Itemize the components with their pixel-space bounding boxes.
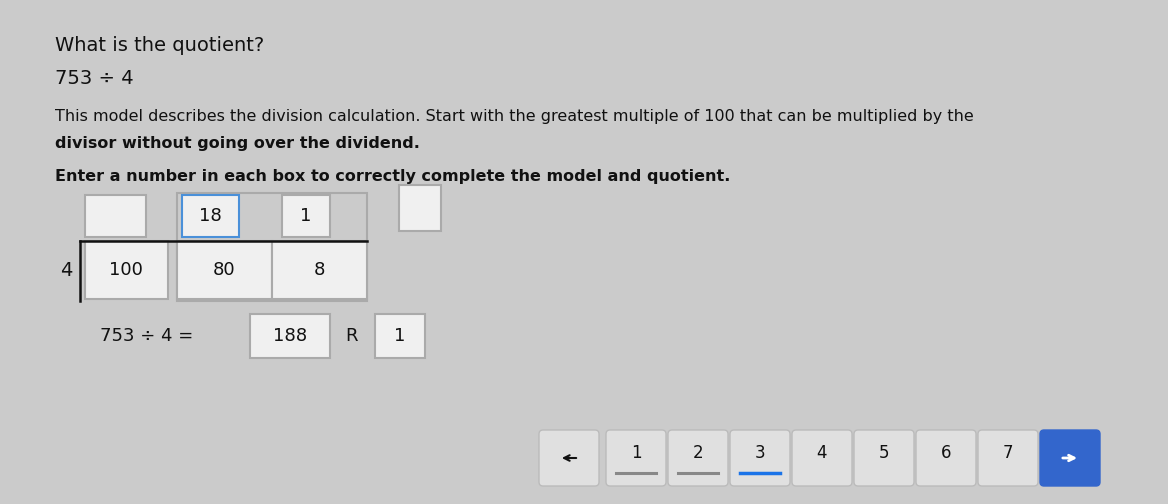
FancyBboxPatch shape [792,430,851,486]
Text: 4: 4 [60,261,72,280]
Text: 1: 1 [395,327,405,345]
FancyBboxPatch shape [978,430,1038,486]
Text: 8: 8 [314,261,325,279]
Text: This model describes the division calculation. Start with the greatest multiple : This model describes the division calcul… [55,109,974,124]
Text: 7: 7 [1003,444,1014,462]
FancyBboxPatch shape [854,430,915,486]
Text: 4: 4 [816,444,827,462]
Text: 188: 188 [273,327,307,345]
Text: 1: 1 [300,207,312,225]
FancyBboxPatch shape [178,241,272,299]
Text: What is the quotient?: What is the quotient? [55,36,264,55]
Text: 753 ÷ 4: 753 ÷ 4 [55,69,133,88]
FancyBboxPatch shape [399,185,442,231]
FancyBboxPatch shape [281,195,329,237]
FancyBboxPatch shape [182,195,239,237]
Text: 18: 18 [199,207,222,225]
FancyBboxPatch shape [916,430,976,486]
FancyBboxPatch shape [85,195,146,237]
Text: 753 ÷ 4 =: 753 ÷ 4 = [100,327,193,345]
Text: 100: 100 [110,261,144,279]
Text: 5: 5 [878,444,889,462]
FancyBboxPatch shape [730,430,790,486]
FancyBboxPatch shape [85,241,168,299]
Text: 80: 80 [214,261,236,279]
Text: 3: 3 [755,444,765,462]
FancyBboxPatch shape [250,314,331,358]
Text: 1: 1 [631,444,641,462]
Text: Enter a number in each box to correctly complete the model and quotient.: Enter a number in each box to correctly … [55,169,730,184]
FancyBboxPatch shape [1040,430,1100,486]
Text: R: R [345,327,357,345]
Text: 2: 2 [693,444,703,462]
Text: divisor without going over the dividend.: divisor without going over the dividend. [55,136,419,151]
FancyBboxPatch shape [272,241,367,299]
FancyBboxPatch shape [375,314,425,358]
FancyBboxPatch shape [538,430,599,486]
FancyBboxPatch shape [606,430,666,486]
Text: 6: 6 [940,444,951,462]
FancyBboxPatch shape [668,430,728,486]
